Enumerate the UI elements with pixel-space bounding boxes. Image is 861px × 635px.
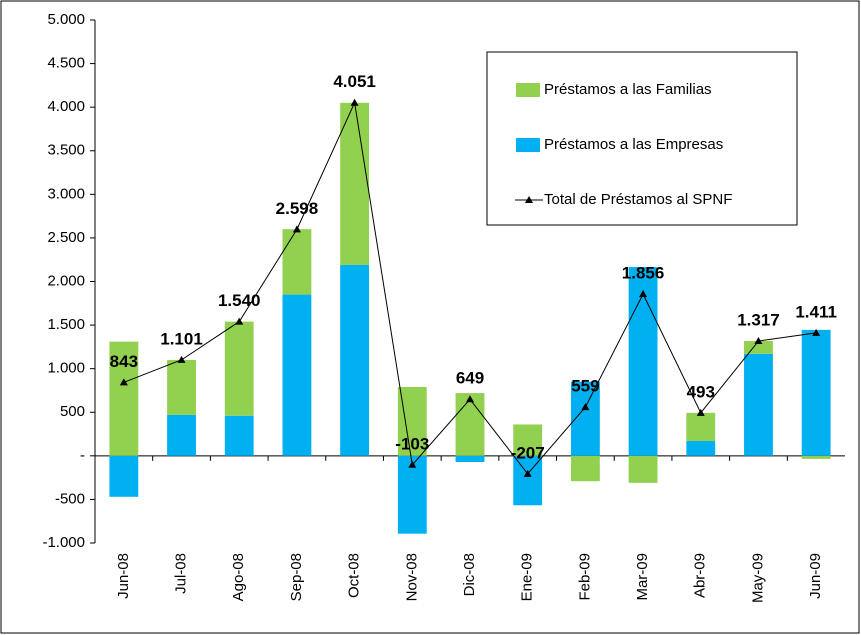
marker <box>812 328 821 336</box>
y-tick-label: 3.000 <box>47 185 85 202</box>
marker <box>523 469 532 477</box>
legend-swatch <box>516 138 540 152</box>
y-tick-label: 4.000 <box>47 98 85 115</box>
bar <box>455 393 485 456</box>
x-tick-label: Jul-08 <box>173 553 190 594</box>
marker <box>696 408 705 416</box>
y-tick-label: 5.000 <box>47 11 85 28</box>
data-label: 2.598 <box>276 199 319 218</box>
bar <box>628 455 658 483</box>
marker <box>177 355 186 363</box>
data-label: 1.101 <box>160 329 203 348</box>
bar <box>628 267 658 456</box>
bar <box>801 329 831 456</box>
bar <box>570 455 600 482</box>
y-tick-label: -500 <box>55 490 85 507</box>
y-tick-label: 500 <box>60 403 85 420</box>
y-tick-label: 1.500 <box>47 316 85 333</box>
marker <box>119 378 128 386</box>
data-label: 1.856 <box>622 264 665 283</box>
y-tick-label: - <box>80 447 85 464</box>
legend-label: Total de Préstamos al SPNF <box>544 191 732 208</box>
y-tick-label: -1.000 <box>42 534 85 551</box>
y-tick-label: 3.500 <box>47 142 85 159</box>
bar <box>455 455 485 463</box>
bar <box>397 386 427 456</box>
x-tick-label: Sep-08 <box>288 553 305 601</box>
bar <box>282 294 312 456</box>
data-label: 1.317 <box>737 311 780 330</box>
bar <box>513 424 543 456</box>
x-tick-label: Nov-08 <box>403 553 420 601</box>
bar <box>513 455 543 506</box>
data-label: -207 <box>511 443 545 462</box>
marker <box>350 98 359 106</box>
data-label: 4.051 <box>333 72 376 91</box>
y-tick-label: 2.500 <box>47 229 85 246</box>
bar <box>686 441 716 456</box>
x-tick-label: Mar-09 <box>634 553 651 601</box>
y-tick-label: 2.000 <box>47 272 85 289</box>
marker <box>292 225 301 233</box>
bar <box>744 353 773 456</box>
y-tick-label: 1.000 <box>47 360 85 377</box>
data-label: 1.411 <box>795 302 837 321</box>
marker <box>581 403 590 411</box>
x-tick-label: Feb-09 <box>576 553 593 601</box>
legend-label: Préstamos a las Familias <box>544 81 712 98</box>
bar <box>801 455 831 459</box>
data-label: 1.540 <box>218 291 261 310</box>
x-tick-label: May-09 <box>749 553 766 603</box>
bar <box>167 359 196 415</box>
x-tick-label: Jun-08 <box>115 553 132 599</box>
x-tick-label: Oct-08 <box>346 553 363 598</box>
marker <box>235 317 244 325</box>
data-label: 843 <box>110 352 138 371</box>
data-label: -103 <box>395 434 429 453</box>
bar <box>340 264 370 456</box>
legend-marker <box>525 196 533 203</box>
x-tick-label: Jun-09 <box>807 553 824 599</box>
legend-swatch <box>516 83 540 97</box>
data-label: 559 <box>571 377 599 396</box>
bar <box>109 341 139 456</box>
y-tick-label: 4.500 <box>47 55 85 72</box>
x-tick-label: Dic-08 <box>461 553 478 596</box>
bar <box>109 455 139 497</box>
data-label: 493 <box>687 382 715 401</box>
bar <box>397 455 427 534</box>
x-tick-label: Ene-09 <box>519 553 536 601</box>
bar <box>167 414 196 456</box>
bar <box>224 321 254 416</box>
bar <box>224 415 254 456</box>
marker <box>466 395 474 403</box>
legend-label: Préstamos a las Empresas <box>544 136 723 153</box>
x-tick-label: Abr-09 <box>692 553 709 598</box>
marker <box>639 290 648 298</box>
bar <box>340 102 370 265</box>
x-tick-label: Ago-08 <box>230 553 247 601</box>
marker <box>408 460 417 468</box>
bar <box>686 412 716 442</box>
data-label: 649 <box>456 369 484 388</box>
bar <box>282 229 312 295</box>
marker <box>754 337 763 345</box>
